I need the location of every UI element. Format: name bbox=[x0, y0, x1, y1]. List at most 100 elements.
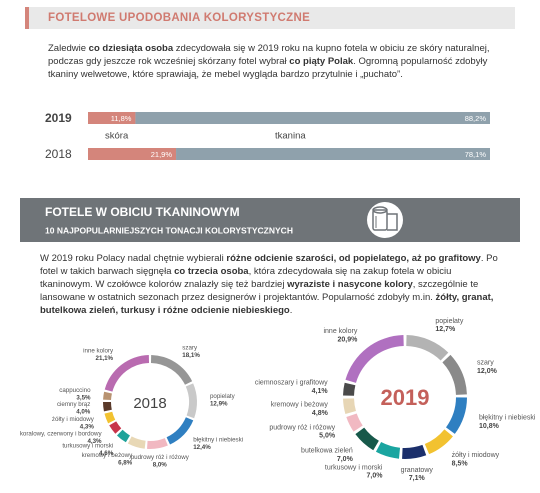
segment-label: błękitny i niebieski bbox=[479, 414, 536, 421]
donut-segment bbox=[127, 436, 146, 449]
donut-title: 2019 bbox=[381, 385, 430, 410]
value-label: 21,9% bbox=[151, 150, 173, 159]
segment-label: pudrowy róż i różowy bbox=[131, 454, 190, 461]
donut-segment bbox=[103, 391, 112, 401]
value-label: 4,1% bbox=[312, 388, 329, 395]
value-label: 6,8% bbox=[118, 460, 133, 467]
section-title: FOTELE W OBICIU TKANINOWYM bbox=[45, 205, 240, 219]
segment-label: szary bbox=[477, 360, 494, 367]
bold-text: wyraziste i nasycone kolory bbox=[287, 279, 413, 290]
section-subtitle: 10 NAJPOPULARNIEJSZYCH TONACJI KOLORYSTY… bbox=[45, 225, 293, 235]
value-label: 4,3% bbox=[87, 438, 102, 445]
donut-segment bbox=[355, 427, 379, 451]
text: W 2019 roku Polacy nadal chętnie wybiera… bbox=[40, 253, 227, 264]
segment-label: popielaty bbox=[210, 393, 236, 400]
value-label: 78,1% bbox=[465, 150, 487, 159]
section-band bbox=[25, 7, 515, 29]
value-label: 18,1% bbox=[182, 352, 200, 359]
value-label: 7,1% bbox=[409, 475, 426, 482]
intro-text: Zaledwie co dziesiąta osoba zdecydowała … bbox=[48, 42, 493, 81]
donut-segment bbox=[104, 355, 150, 392]
segment-label: koralowy, czerwony i bordowy bbox=[20, 430, 103, 437]
segment-label: ciemnoszary i grafitowy bbox=[255, 380, 328, 387]
donut-segment bbox=[116, 429, 130, 443]
row-label: 2019 bbox=[45, 111, 72, 125]
segment-label: cappuccino bbox=[59, 387, 91, 394]
segment-label: pudrowy róż i różowy bbox=[269, 424, 335, 431]
bold-text: żółty, granat, butelkowa zieleń, turkusy… bbox=[40, 292, 494, 316]
value-label: 4,8% bbox=[312, 410, 329, 417]
text: Zaledwie bbox=[48, 43, 89, 54]
value-label: 10,8% bbox=[479, 423, 500, 430]
segment-label: żółty i miodowy bbox=[452, 452, 500, 459]
donut-segment bbox=[345, 335, 404, 383]
value-label: 12,9% bbox=[210, 401, 228, 408]
donut-segment bbox=[103, 401, 112, 412]
value-label: 5,0% bbox=[319, 433, 336, 440]
segment-label: popielaty bbox=[435, 318, 464, 325]
value-label: 20,9% bbox=[337, 336, 358, 343]
donut-title: 2018 bbox=[133, 395, 166, 412]
legend-label: skóra bbox=[105, 131, 129, 142]
segment-label: inne kolory bbox=[323, 328, 357, 335]
segment-label: granatowy bbox=[401, 467, 434, 474]
text: . Ogromną popularność zdobyły tkaniny we… bbox=[48, 56, 488, 80]
donut-segment bbox=[104, 411, 116, 424]
section-accent bbox=[25, 7, 29, 29]
text: , szczególnie te lansowane w ostatnich s… bbox=[40, 279, 479, 303]
bar-segment bbox=[88, 112, 136, 124]
value-label: 11,8% bbox=[111, 114, 132, 123]
value-label: 88,2% bbox=[465, 114, 487, 123]
segment-label: żółty i miodowy bbox=[52, 416, 95, 423]
bar-segment bbox=[176, 148, 490, 160]
value-label: 4,3% bbox=[80, 424, 95, 431]
segment-label: kremowy i beżowy bbox=[82, 452, 133, 459]
body-text: W 2019 roku Polacy nadal chętnie wybiera… bbox=[40, 252, 505, 317]
value-label: 12,4% bbox=[193, 444, 211, 451]
value-label: 8,0% bbox=[153, 462, 168, 469]
value-label: 4,6% bbox=[99, 450, 114, 457]
segment-label: turkusowy i morski bbox=[62, 442, 113, 449]
row-label: 2018 bbox=[45, 147, 72, 161]
donut-segment bbox=[402, 444, 427, 459]
donut-segment bbox=[147, 438, 168, 450]
donut-segment bbox=[375, 442, 401, 459]
segment-label: błękitny i niebieski bbox=[193, 437, 243, 444]
segment-label: turkusowy i morski bbox=[325, 464, 383, 471]
donut-segment bbox=[424, 429, 453, 455]
donut-segment bbox=[150, 355, 193, 385]
text: . Po fotel w takich barwach sięgnęła bbox=[40, 253, 498, 277]
donut-segment bbox=[343, 382, 356, 396]
value-label: 12,0% bbox=[477, 368, 498, 375]
bar-segment bbox=[135, 112, 490, 124]
donut-segment bbox=[185, 383, 197, 419]
text: . bbox=[289, 305, 293, 316]
bold-text: różne odcienie szarości, od popielatego,… bbox=[226, 253, 481, 264]
segment-label: ciemny brąz bbox=[57, 401, 90, 408]
segment-label: inne kolory bbox=[83, 348, 114, 355]
bar-segment bbox=[88, 148, 177, 160]
segment-label: szary bbox=[182, 344, 198, 351]
value-label: 7,0% bbox=[337, 456, 354, 463]
section-title: FOTELOWE UPODOBANIA KOLORYSTYCZNE bbox=[48, 12, 310, 24]
donut-segment bbox=[442, 354, 467, 395]
donut-segment bbox=[406, 335, 449, 361]
value-label: 7,0% bbox=[367, 473, 384, 480]
donut-segment bbox=[446, 397, 467, 434]
text: , która zdecydowała się na zakup fotela … bbox=[40, 266, 452, 290]
value-label: 21,1% bbox=[96, 355, 114, 362]
bold-text: co piąty Polak bbox=[289, 56, 354, 67]
value-label: 12,7% bbox=[435, 326, 456, 333]
donut-segment bbox=[346, 413, 363, 432]
section-band bbox=[20, 198, 520, 242]
value-label: 8,5% bbox=[452, 461, 469, 468]
value-label: 4,0% bbox=[76, 408, 91, 415]
value-label: 3,5% bbox=[76, 394, 91, 401]
segment-label: butelkowa zieleń bbox=[301, 448, 353, 455]
donut-segment bbox=[343, 398, 356, 415]
fabric-icon bbox=[367, 202, 403, 238]
bold-text: co trzecia osoba bbox=[174, 266, 249, 277]
text: zdecydowała się w 2019 roku na kupno fot… bbox=[48, 43, 490, 67]
